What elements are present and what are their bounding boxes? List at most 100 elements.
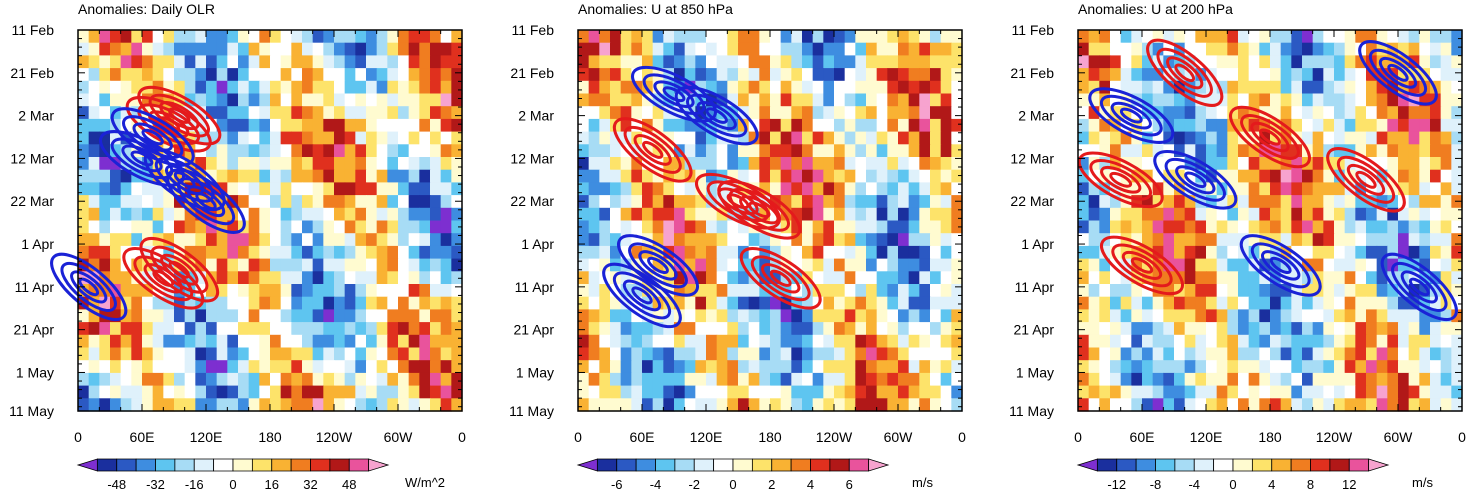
field-cell — [610, 42, 622, 56]
field-cell — [1184, 271, 1196, 285]
field-cell — [1312, 233, 1324, 247]
field-cell — [120, 309, 132, 323]
field-cell — [120, 195, 132, 209]
field-cell — [408, 144, 420, 158]
field-cell — [99, 30, 111, 44]
field-cell — [1142, 309, 1154, 323]
field-cell — [1376, 233, 1388, 247]
field-cell — [1451, 195, 1463, 209]
field-cell — [823, 233, 835, 247]
field-cell — [142, 207, 154, 222]
field-cell — [716, 220, 728, 234]
field-cell — [430, 309, 442, 323]
field-cell — [663, 372, 675, 387]
field-cell — [663, 68, 675, 82]
field-cell — [1206, 93, 1218, 107]
field-cell — [823, 284, 835, 298]
field-cell — [855, 347, 867, 361]
field-cell — [216, 68, 228, 82]
field-cell — [759, 398, 771, 412]
field-cell — [599, 55, 611, 69]
field-cell — [1280, 80, 1292, 95]
field-cell — [163, 207, 175, 222]
field-cell — [408, 207, 420, 222]
field-cell — [1120, 106, 1132, 120]
field-cell — [152, 309, 164, 323]
field-cell — [152, 360, 164, 374]
field-cell — [1088, 144, 1100, 158]
field-cell — [430, 30, 442, 44]
field-cell — [588, 68, 600, 82]
field-cell — [387, 322, 399, 336]
field-cell — [866, 258, 878, 272]
field-cell — [1280, 296, 1292, 310]
field-cell — [770, 30, 782, 44]
field-cell — [802, 233, 814, 247]
field-cell — [930, 385, 942, 399]
field-cell — [248, 157, 260, 171]
field-cell — [844, 68, 856, 82]
field-cell — [1323, 385, 1335, 399]
field-cell — [334, 309, 346, 323]
field-cell — [599, 93, 611, 107]
field-cell — [99, 207, 111, 222]
field-cell — [1259, 195, 1271, 209]
field-cell — [1088, 93, 1100, 107]
field-cell — [110, 55, 122, 69]
field-cell — [812, 68, 824, 82]
field-cell — [387, 245, 399, 260]
field-cell — [206, 347, 218, 361]
field-cell — [344, 258, 356, 272]
field-cell — [1291, 195, 1303, 209]
field-cell — [163, 385, 175, 399]
field-cell — [270, 169, 282, 183]
field-cell — [1099, 271, 1111, 285]
field-cell — [1088, 42, 1100, 56]
field-cell — [1163, 207, 1175, 222]
field-cell — [770, 144, 782, 158]
field-cell — [738, 284, 750, 298]
field-cell — [706, 131, 718, 145]
field-cell — [451, 106, 463, 120]
colorbar-swatch — [655, 458, 676, 472]
field-cell — [302, 309, 314, 323]
field-cell — [1110, 233, 1122, 247]
field-cell — [163, 80, 175, 95]
field-cell — [652, 372, 664, 387]
field-cell — [1270, 144, 1282, 158]
field-cell — [578, 157, 590, 171]
field-cell — [695, 80, 707, 95]
field-cell — [280, 182, 292, 196]
field-cell — [1206, 220, 1218, 234]
y-tick-label: 11 Apr — [15, 279, 55, 295]
field-cell — [1163, 309, 1175, 323]
field-cell — [1120, 182, 1132, 196]
field-cell — [398, 207, 410, 222]
field-cell — [238, 106, 250, 120]
field-cell — [578, 68, 590, 82]
field-cell — [1334, 360, 1346, 374]
field-cell — [184, 30, 196, 44]
field-cell — [951, 195, 963, 209]
field-cell — [663, 322, 675, 336]
field-cell — [1216, 144, 1228, 158]
field-cell — [1366, 182, 1378, 196]
field-cell — [716, 322, 728, 336]
field-cell — [259, 144, 271, 158]
field-cell — [408, 334, 420, 349]
field-cell — [1334, 284, 1346, 298]
field-cell — [727, 334, 739, 349]
field-cell — [366, 182, 378, 196]
field-cell — [1291, 55, 1303, 69]
field-cell — [142, 271, 154, 285]
field-cell — [1174, 118, 1186, 133]
field-cell — [302, 157, 314, 171]
field-cell — [802, 118, 814, 133]
field-cell — [620, 106, 632, 120]
field-cell — [110, 195, 122, 209]
field-cell — [834, 131, 846, 145]
field-cell — [684, 245, 696, 260]
field-cell — [1227, 398, 1239, 412]
field-cell — [78, 182, 90, 196]
positive-contour — [623, 125, 682, 174]
